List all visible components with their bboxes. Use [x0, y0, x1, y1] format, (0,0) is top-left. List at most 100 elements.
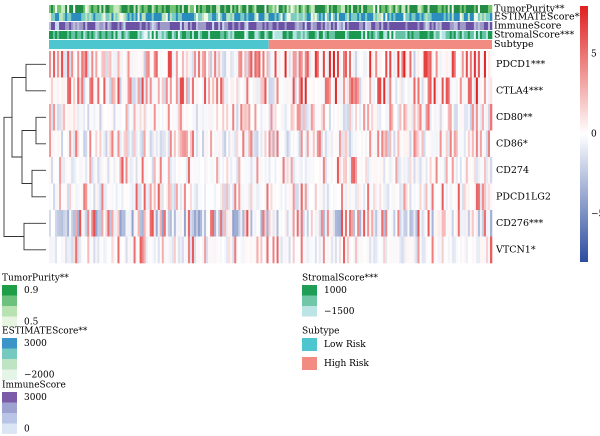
- heatmap-cell: [97, 130, 100, 158]
- heatmap-cell: [135, 130, 138, 158]
- heatmap-cell: [411, 210, 414, 237]
- heatmap-cell: [109, 210, 112, 237]
- annotation-cell: [439, 22, 442, 30]
- annotation-cell: [117, 5, 120, 13]
- annotation-cell: [326, 22, 330, 30]
- row-label: PDCD1***: [496, 59, 545, 70]
- annotation-cell: [121, 31, 124, 39]
- heatmap-cell: [200, 236, 203, 264]
- heatmap-cell: [143, 51, 146, 78]
- heatmap-cell: [242, 236, 245, 264]
- heatmap-cell: [485, 157, 489, 184]
- heatmap-cell: [95, 51, 98, 78]
- annotation-cell: [198, 31, 201, 39]
- annotation-cell: [274, 5, 277, 13]
- heatmap-cell: [280, 130, 283, 158]
- annotation-cell: [298, 13, 301, 21]
- annotation-cell: [49, 31, 52, 39]
- heatmap-cell: [419, 157, 422, 184]
- heatmap-cell: [55, 51, 58, 78]
- annotation-cell: [93, 5, 96, 13]
- annotation-cell: [328, 13, 332, 21]
- heatmap-cell: [272, 77, 275, 105]
- heatmap-cell: [206, 104, 209, 131]
- heatmap-cell: [375, 104, 378, 131]
- heatmap-cell: [81, 236, 84, 264]
- heatmap-cell: [411, 130, 414, 158]
- heatmap-cell: [73, 157, 76, 184]
- heatmap-cell: [53, 51, 56, 78]
- heatmap-cell: [294, 77, 297, 105]
- heatmap-cell: [165, 104, 169, 131]
- heatmap-cell: [51, 157, 54, 184]
- heatmap-cell: [163, 51, 167, 78]
- heatmap-cell: [101, 104, 104, 131]
- annotation-cell: [161, 31, 165, 39]
- heatmap-cell: [67, 183, 70, 211]
- annotation-cell: [320, 5, 324, 13]
- heatmap-cell: [262, 183, 265, 211]
- heatmap-cell: [433, 51, 436, 78]
- heatmap-cell: [198, 183, 201, 211]
- heatmap-cell: [141, 157, 144, 184]
- heatmap-cell: [326, 157, 330, 184]
- annotation-cell: [131, 31, 134, 39]
- dendrogram-branch: [35, 116, 46, 145]
- annotation-track: [49, 5, 493, 13]
- heatmap-cell: [103, 77, 106, 105]
- heatmap-cell: [489, 130, 493, 158]
- heatmap-cell: [139, 130, 142, 158]
- heatmap-cell: [415, 104, 418, 131]
- annotation-cell: [345, 22, 348, 30]
- annotation-cell: [196, 31, 199, 39]
- heatmap-cell: [399, 236, 402, 264]
- heatmap-cell: [318, 104, 322, 131]
- heatmap-cell: [214, 104, 217, 131]
- heatmap-cell: [264, 51, 267, 78]
- annotation-cell: [308, 22, 312, 30]
- heatmap-cell: [226, 77, 229, 105]
- annotation-cell: [185, 13, 189, 21]
- annotation-cell: [202, 31, 205, 39]
- heatmap-cell: [256, 157, 259, 184]
- heatmap-cell: [427, 130, 430, 158]
- heatmap-cell: [483, 236, 487, 264]
- heatmap-cell: [431, 130, 434, 158]
- annotation-cell: [189, 22, 193, 30]
- heatmap-cell: [87, 104, 90, 131]
- heatmap-cell: [69, 51, 72, 78]
- heatmap-cell: [453, 130, 457, 158]
- heatmap-cell: [191, 236, 195, 264]
- heatmap-cell: [274, 183, 277, 211]
- heatmap-cell: [361, 51, 364, 78]
- heatmap-cell: [483, 130, 487, 158]
- heatmap-cell: [340, 210, 344, 237]
- annotation-cell: [338, 13, 342, 21]
- annotation-cell: [377, 13, 380, 21]
- annotation-cell: [230, 22, 233, 30]
- heatmap-cell: [316, 51, 320, 78]
- annotation-cell: [234, 13, 237, 21]
- annotation-cell: [401, 5, 404, 13]
- heatmap-cell: [268, 183, 271, 211]
- heatmap-cell: [93, 77, 96, 105]
- heatmap-cell: [439, 183, 442, 211]
- annotation-cell: [83, 5, 86, 13]
- heatmap-cell: [183, 236, 187, 264]
- heatmap-cell: [210, 157, 213, 184]
- annotation-cell: [117, 13, 120, 21]
- annotation-cell: [200, 5, 203, 13]
- annotation-cell: [477, 13, 481, 21]
- heatmap-cell: [200, 157, 203, 184]
- heatmap-cell: [445, 236, 448, 264]
- annotation-cell: [81, 31, 84, 39]
- annotation-cell: [264, 13, 267, 21]
- heatmap-cell: [264, 210, 267, 237]
- heatmap-cell: [441, 130, 444, 158]
- heatmap-cell: [471, 236, 475, 264]
- heatmap-cell: [59, 51, 62, 78]
- heatmap-cell: [173, 104, 177, 131]
- heatmap-cell: [467, 210, 471, 237]
- annotation-cell: [330, 22, 334, 30]
- heatmap-cell: [455, 157, 459, 184]
